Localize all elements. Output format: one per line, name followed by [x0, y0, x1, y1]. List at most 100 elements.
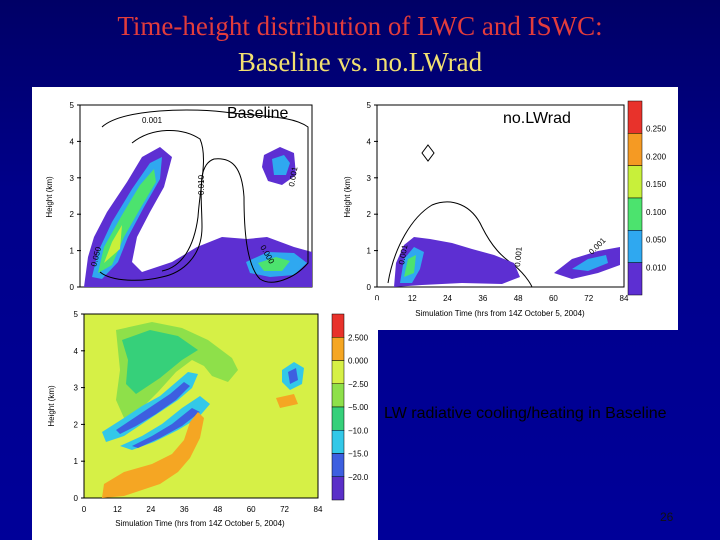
lw-colorbar-tick-label: 0.000 — [348, 357, 369, 366]
lwc-colorbar-tick-label: 0.050 — [646, 236, 667, 245]
baseline-y-tick-label: 2 — [70, 210, 75, 219]
lw-y-tick-label: 3 — [74, 384, 79, 393]
nolwrad-contour-label-1: 0.001 — [397, 244, 409, 266]
lwc-colorbar-tick-label: 0.250 — [646, 125, 667, 134]
nolwrad-panel-title: no.LWrad — [503, 110, 571, 127]
bottom-figure-svg: 0 12 3 4 5 0 12 24 36 48 60 72 84 Height (km) Simul… — [47, 310, 369, 528]
lw-x-ticks: 0 12 24 36 48 60 72 84 — [82, 505, 323, 514]
lw-x-tick-label: 60 — [247, 505, 256, 514]
lw-colorbar-swatch — [331, 430, 345, 454]
nolwrad-x-tick-label: 72 — [584, 294, 593, 303]
nolwrad-y-ticks: 0 1 2 3 4 5 — [367, 101, 378, 292]
nolwrad-y-tick-label: 0 — [367, 283, 372, 292]
baseline-y-ticks: 0 1 2 3 4 5 — [70, 101, 81, 292]
nolwrad-y-tick-label: 1 — [367, 247, 372, 256]
nolwrad-x-tick-label: 12 — [408, 294, 417, 303]
slide-title-line-2: Baseline vs. no.LWrad — [237, 47, 483, 77]
lw-colorbar-tick-label: −10.0 — [348, 426, 369, 435]
lw-cooling-band-lower — [120, 396, 210, 450]
caption: LW radiative cooling/heating in Baseline — [384, 405, 667, 422]
baseline-y-tick-label: 3 — [70, 174, 75, 183]
lwc-colorbar-swatch — [627, 165, 643, 199]
lwc-colorbar-tick-label: 0.150 — [646, 180, 667, 189]
baseline-cell-lower-right-inner — [258, 257, 290, 271]
lw-y-tick-label: 1 — [74, 457, 79, 466]
slide-number: 26 — [660, 510, 674, 524]
lw-region-green-top-inner — [122, 330, 198, 394]
lwc-colorbar-tick-label: 0.010 — [646, 263, 667, 272]
lw-colorbar-swatch — [331, 476, 345, 501]
lw-x-tick-label: 48 — [213, 505, 222, 514]
lw-colorbar-tick-label: 2.500 — [348, 333, 369, 342]
lw-x-axis-label: Simulation Time (hrs from 14Z October 5,… — [115, 519, 285, 528]
baseline-y-tick-label: 4 — [70, 137, 75, 146]
lw-x-tick-label: 84 — [314, 505, 323, 514]
baseline-y-tick-label: 1 — [70, 247, 75, 256]
lwc-colorbar-swatch — [627, 100, 643, 134]
lw-colorbar-tick-label: −5.00 — [348, 403, 369, 412]
lw-colorbar-swatch — [331, 383, 345, 408]
lw-x-tick-label: 72 — [280, 505, 289, 514]
nolwrad-y-tick-label: 3 — [367, 174, 372, 183]
lw-x-tick-label: 0 — [82, 505, 87, 514]
baseline-contour-label-2: 0.010 — [197, 174, 206, 195]
baseline-contour-label-3: 0.001 — [287, 166, 299, 188]
nolwrad-diamond-contour — [421, 144, 435, 162]
lw-colorbar-tick-label: −20.0 — [348, 473, 369, 482]
nolwrad-x-tick-label: 24 — [443, 294, 452, 303]
lwc-colorbar-swatch — [627, 133, 643, 166]
lw-colorbar-swatch — [331, 406, 345, 431]
nolwrad-y-tick-label: 5 — [367, 101, 372, 110]
lw-colorbar-swatch — [331, 313, 345, 338]
lw-colorbar-swatch — [331, 453, 345, 477]
nolwrad-contour-label-2: 0.001 — [513, 246, 524, 267]
lw-colorbar-tick-label: −2.50 — [348, 380, 369, 389]
nolwrad-x-tick-label: 48 — [514, 294, 523, 303]
lw-x-tick-label: 36 — [180, 505, 189, 514]
nolwrad-x-tick-label: 0 — [375, 294, 380, 303]
baseline-y-axis-label: Height (km) — [45, 176, 54, 218]
lw-heating-region — [102, 412, 204, 498]
lw-heating-cell-right — [276, 394, 298, 408]
lwc-colorbar-swatch — [627, 197, 643, 231]
nolwrad-cell-right-inner — [572, 255, 608, 271]
lwc-colorbar: 0.250 0.200 0.150 0.100 0.050 0.010 — [627, 100, 667, 296]
baseline-panel-title: Baseline — [227, 105, 289, 122]
lw-y-tick-label: 4 — [74, 347, 79, 356]
baseline-contour-label-1: 0.001 — [142, 116, 163, 125]
nolwrad-lwc-region-low — [394, 237, 520, 287]
lw-colorbar-swatch — [331, 337, 345, 361]
baseline-y-tick-label: 0 — [70, 283, 75, 292]
lwc-colorbar-tick-label: 0.200 — [646, 152, 667, 161]
lw-y-ticks: 0 1 2 3 4 5 — [74, 310, 85, 503]
lwc-colorbar-swatch — [627, 262, 643, 296]
baseline-contour-outer — [99, 109, 309, 283]
nolwrad-y-axis-label: Height (km) — [343, 176, 352, 218]
baseline-iswc-cell-top-inner — [272, 155, 290, 175]
nolwrad-x-tick-label: 36 — [478, 294, 487, 303]
lw-cooling-band-lower-core — [132, 408, 200, 448]
lw-cooling-band-upper-core — [116, 382, 190, 434]
lw-y-tick-label: 5 — [74, 310, 79, 319]
lw-x-tick-label: 24 — [146, 505, 155, 514]
lw-y-tick-label: 0 — [74, 494, 79, 503]
lw-x-tick-label: 12 — [113, 505, 122, 514]
nolwrad-x-tick-label: 84 — [620, 294, 629, 303]
nolwrad-y-tick-label: 2 — [367, 210, 372, 219]
lwc-colorbar-tick-label: 0.100 — [646, 208, 667, 217]
nolwrad-y-tick-label: 4 — [367, 137, 372, 146]
slide-title-line-1: Time-height distribution of LWC and ISWC… — [117, 11, 603, 41]
nolwrad-x-ticks: 0 12 24 36 48 60 72 84 — [375, 294, 629, 303]
nolwrad-x-axis-label: Simulation Time (hrs from 14Z October 5,… — [415, 309, 585, 318]
nolwrad-lwc-region-green — [404, 255, 416, 277]
nolwrad-x-tick-label: 60 — [549, 294, 558, 303]
nolwrad-contour-outer — [387, 201, 533, 288]
lw-colorbar: 2.500 0.000 −2.50 −5.00 −10.0 −15.0 −20.0 — [331, 313, 369, 501]
lw-y-axis-label: Height (km) — [47, 385, 56, 427]
baseline-lwc-region-yellow — [104, 225, 122, 263]
